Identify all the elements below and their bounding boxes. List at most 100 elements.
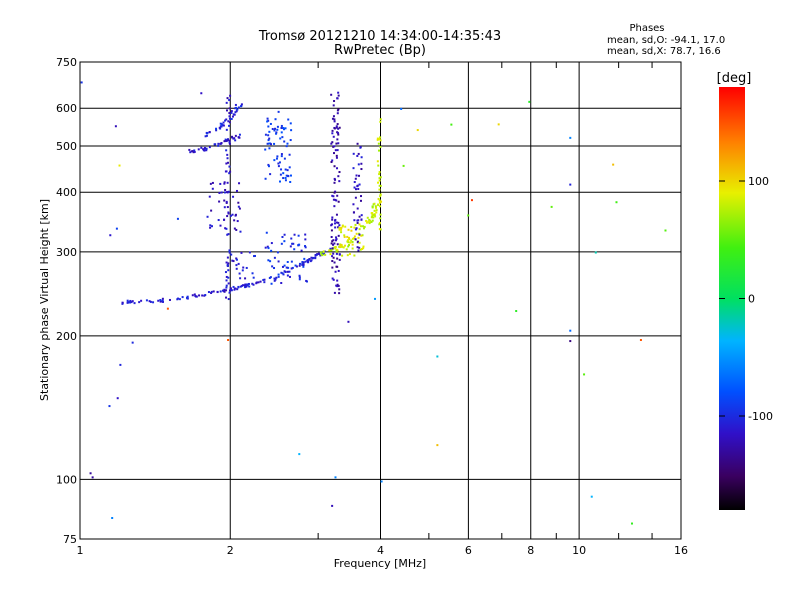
data-point xyxy=(347,245,350,248)
data-point xyxy=(347,241,350,244)
data-point xyxy=(280,126,283,129)
data-point xyxy=(263,281,266,284)
data-point xyxy=(336,167,339,170)
y-tick-label: 500 xyxy=(56,140,77,153)
data-point xyxy=(630,522,633,525)
data-point xyxy=(268,137,271,140)
data-point xyxy=(242,266,245,269)
data-point xyxy=(373,214,376,217)
data-point xyxy=(166,307,169,310)
data-point xyxy=(331,216,334,219)
data-point xyxy=(273,129,276,132)
data-point xyxy=(332,239,335,242)
data-point xyxy=(226,181,229,184)
data-point xyxy=(229,94,232,97)
data-point xyxy=(550,205,553,208)
data-point xyxy=(369,219,372,222)
data-point xyxy=(298,274,301,277)
data-point xyxy=(282,127,285,130)
data-point xyxy=(353,235,356,238)
data-point xyxy=(228,142,231,145)
data-point xyxy=(115,227,118,230)
data-point xyxy=(214,143,217,146)
data-point xyxy=(569,340,572,343)
data-point xyxy=(226,206,229,209)
data-point xyxy=(288,153,291,156)
data-point xyxy=(262,278,265,281)
data-point xyxy=(375,211,378,214)
data-point xyxy=(222,121,225,124)
data-point xyxy=(293,233,296,236)
data-point xyxy=(228,289,231,292)
data-point xyxy=(335,125,338,128)
data-point xyxy=(234,139,237,142)
data-point xyxy=(333,181,336,184)
data-point xyxy=(376,138,379,141)
y-tick-label: 200 xyxy=(56,330,77,343)
data-point xyxy=(337,142,340,145)
data-point xyxy=(224,188,227,191)
data-point xyxy=(297,234,300,237)
data-point xyxy=(304,233,307,236)
y-tick-label: 100 xyxy=(56,473,77,486)
data-point xyxy=(378,221,381,224)
data-point xyxy=(357,249,360,252)
data-point xyxy=(116,397,119,400)
data-point xyxy=(332,278,335,281)
data-point xyxy=(223,290,226,293)
data-point xyxy=(282,177,285,180)
data-point xyxy=(336,138,339,141)
x-tick-label: 2 xyxy=(227,544,234,557)
data-point xyxy=(352,237,355,240)
data-point xyxy=(264,133,267,136)
data-point xyxy=(264,148,267,151)
data-point xyxy=(267,165,270,168)
data-point xyxy=(267,259,270,262)
y-tick-label: 300 xyxy=(56,246,77,259)
data-point xyxy=(330,235,333,238)
data-point xyxy=(338,258,341,261)
data-point xyxy=(353,219,356,222)
data-point xyxy=(366,221,369,224)
data-point xyxy=(378,228,381,231)
data-point xyxy=(333,152,336,155)
data-point xyxy=(334,226,337,229)
data-point xyxy=(335,252,338,255)
data-point xyxy=(337,234,340,237)
data-point xyxy=(330,242,333,245)
data-point xyxy=(337,127,340,130)
data-point xyxy=(283,270,286,273)
data-point xyxy=(220,191,223,194)
data-point xyxy=(336,249,339,252)
data-point xyxy=(226,161,229,164)
data-point xyxy=(200,146,203,149)
data-point xyxy=(336,279,339,282)
x-axis-label: Frequency [MHz] xyxy=(334,557,426,570)
data-point xyxy=(360,214,363,217)
data-point xyxy=(338,126,341,129)
data-point xyxy=(354,188,357,191)
data-point xyxy=(306,259,309,262)
data-point xyxy=(335,265,338,268)
data-point xyxy=(294,264,297,267)
data-point xyxy=(212,290,215,293)
data-point xyxy=(291,266,294,269)
data-point xyxy=(375,209,378,212)
data-point xyxy=(223,191,226,194)
data-point xyxy=(285,145,288,148)
data-point xyxy=(208,195,211,198)
data-point xyxy=(162,300,165,303)
data-point xyxy=(357,163,360,166)
data-point xyxy=(269,122,272,125)
data-point xyxy=(349,241,352,244)
data-point xyxy=(302,261,305,264)
data-point xyxy=(344,244,347,247)
data-point xyxy=(318,253,321,256)
data-point xyxy=(304,238,307,241)
data-point xyxy=(348,238,351,241)
data-point xyxy=(282,172,285,175)
data-point xyxy=(181,296,184,299)
data-point xyxy=(346,254,349,257)
data-point xyxy=(346,235,349,238)
data-point xyxy=(111,517,114,520)
